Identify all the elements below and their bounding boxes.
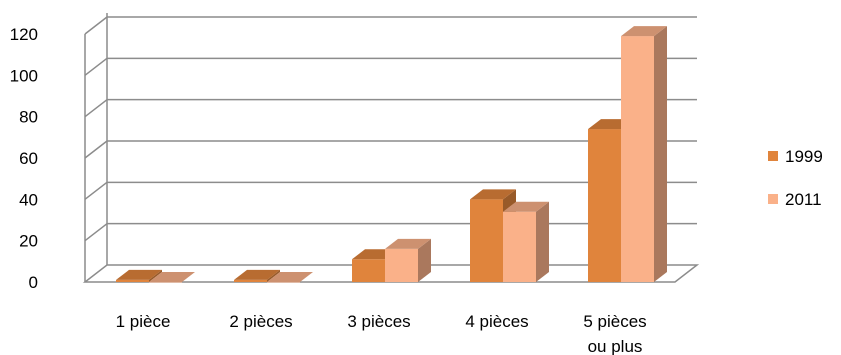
y-tick-label: 100 xyxy=(10,66,38,85)
bar-side xyxy=(654,26,667,283)
x-tick-label: 1 pièce xyxy=(116,312,171,331)
bar-top xyxy=(621,26,667,37)
bar-1999-1 xyxy=(116,269,162,282)
side-wall-gridline xyxy=(84,57,108,76)
side-wall-gridline xyxy=(84,181,108,200)
side-wall-gridline xyxy=(84,223,108,242)
legend-swatch-1999 xyxy=(768,151,778,161)
bar-front xyxy=(267,282,300,283)
bar-front xyxy=(149,282,182,283)
bar-2011-3 xyxy=(385,238,431,282)
x-tick-label: 4 pièces xyxy=(465,312,528,331)
bar-top xyxy=(116,269,162,280)
bar-2011-5 xyxy=(621,26,667,283)
bar-front xyxy=(470,199,503,282)
bar-front xyxy=(352,259,385,282)
side-wall-gridline xyxy=(84,140,108,159)
bar-front xyxy=(588,129,621,282)
bar-top xyxy=(385,238,431,249)
bar-front xyxy=(385,248,418,282)
bars xyxy=(116,26,667,283)
y-tick-label: 60 xyxy=(19,149,38,168)
bar-front xyxy=(503,211,536,282)
side-wall-gridline xyxy=(84,99,108,118)
bar-top xyxy=(503,201,549,212)
y-tick-label: 120 xyxy=(10,25,38,44)
bar-side xyxy=(418,238,431,282)
x-tick-label: 3 pièces xyxy=(347,312,410,331)
y-tick-label: 80 xyxy=(19,108,38,127)
legend-label-1999: 1999 xyxy=(785,147,823,166)
legend-label-2011: 2011 xyxy=(785,190,822,209)
bar-top xyxy=(267,272,313,282)
bar-2011-4 xyxy=(503,201,549,282)
x-tick-label: 2 pièces xyxy=(229,312,292,331)
side-wall-gridline xyxy=(84,16,108,35)
legend-swatch-2011 xyxy=(768,194,778,204)
x-axis: 1 pièce 2 pièces 3 pièces 4 pièces 5 pièces o… xyxy=(116,312,647,355)
x-tick-label: 5 pièces ou plus xyxy=(583,312,646,355)
legend: 1999 2011 xyxy=(768,147,823,209)
y-axis: 0 20 40 60 80 100 120 xyxy=(10,25,38,292)
bar-front xyxy=(621,36,654,282)
bar-front xyxy=(234,279,267,282)
bar-front xyxy=(116,279,149,282)
bar-side xyxy=(149,269,162,282)
bar-2011-2 xyxy=(267,272,313,283)
bar-top xyxy=(234,269,280,280)
bar-2011-1 xyxy=(149,272,195,283)
y-tick-label: 0 xyxy=(29,273,38,292)
y-tick-label: 40 xyxy=(19,190,38,209)
bar-side xyxy=(267,269,280,282)
bar-top xyxy=(149,272,195,282)
bar-1999-2 xyxy=(234,269,280,282)
bar-top xyxy=(470,189,516,200)
y-tick-label: 20 xyxy=(19,232,38,251)
bar-side xyxy=(536,201,549,282)
